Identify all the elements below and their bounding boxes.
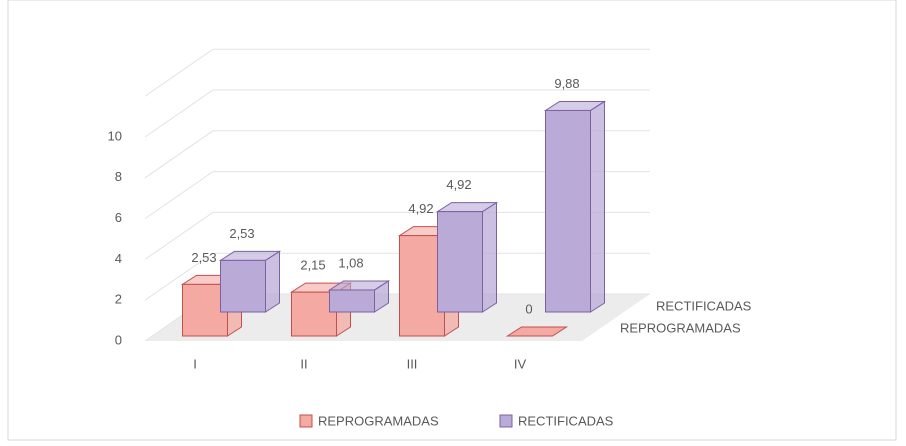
depth-label: RECTIFICADAS xyxy=(656,298,752,313)
x-tick-label: I xyxy=(193,356,197,371)
bar-side xyxy=(265,250,280,313)
bar xyxy=(435,201,499,313)
bar-side xyxy=(482,201,497,313)
bar-face xyxy=(505,326,569,337)
legend-swatch xyxy=(299,414,313,428)
data-label: 2,53 xyxy=(191,250,216,265)
data-label: 2,53 xyxy=(229,226,254,241)
legend-label: REPROGRAMADAS xyxy=(318,413,439,428)
data-label: 4,92 xyxy=(408,201,433,216)
grid-line xyxy=(144,130,650,179)
grid-line xyxy=(144,171,650,220)
bar xyxy=(327,280,391,313)
y-tick-label: 10 xyxy=(108,128,122,143)
data-label: 9,88 xyxy=(554,76,579,91)
data-label: 1,08 xyxy=(338,255,363,270)
bar xyxy=(543,100,607,313)
data-label: 2,15 xyxy=(300,258,325,273)
y-tick-label: 6 xyxy=(115,210,122,225)
y-tick-label: 4 xyxy=(115,251,122,266)
grid-line xyxy=(144,89,650,138)
x-tick-label: III xyxy=(407,356,418,371)
bar-side xyxy=(590,100,605,313)
bar-face xyxy=(437,211,483,313)
bar-face xyxy=(329,289,375,313)
y-tick-label: 0 xyxy=(115,332,122,347)
x-tick-label: II xyxy=(300,356,307,371)
bar-face xyxy=(220,259,266,313)
bar xyxy=(505,326,569,337)
depth-label: REPROGRAMADAS xyxy=(620,320,741,335)
grid-line xyxy=(144,211,650,260)
y-tick-label: 8 xyxy=(115,169,122,184)
data-label: 4,92 xyxy=(446,177,471,192)
bar-face xyxy=(545,109,591,313)
legend-swatch xyxy=(499,414,513,428)
grid-line xyxy=(144,48,650,97)
bar xyxy=(218,250,282,313)
legend-label: RECTIFICADAS xyxy=(518,413,614,428)
grid-line xyxy=(144,252,650,301)
data-label: 0 xyxy=(525,301,532,316)
x-tick-label: IV xyxy=(514,356,527,371)
y-tick-label: 2 xyxy=(115,292,122,307)
